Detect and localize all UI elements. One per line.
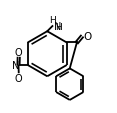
Text: H: H xyxy=(50,16,56,25)
Text: H: H xyxy=(55,23,62,32)
Text: N: N xyxy=(54,22,61,32)
Text: N: N xyxy=(12,60,19,70)
Text: O: O xyxy=(15,74,23,84)
Text: O: O xyxy=(15,47,23,57)
Text: O: O xyxy=(83,32,92,41)
